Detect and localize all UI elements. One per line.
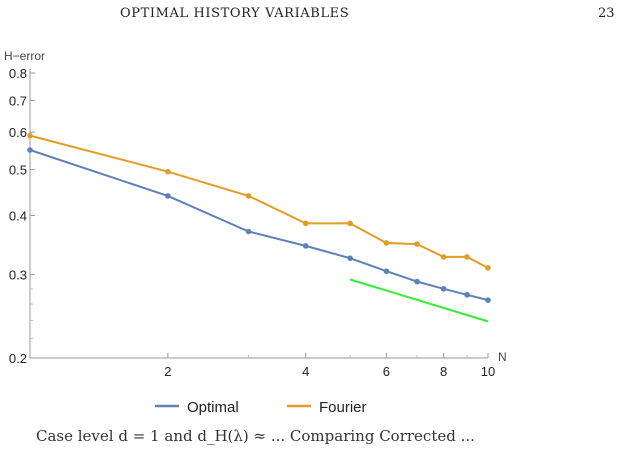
x-tick-label: 6: [383, 364, 390, 379]
data-point-optimal: [302, 243, 309, 249]
data-point-fourier: [485, 265, 491, 271]
data-point-optimal: [440, 286, 447, 292]
series-line-optimal: [29, 149, 489, 302]
data-point-fourier: [440, 254, 447, 260]
legend-label-fourier: Fourier: [319, 399, 367, 416]
data-point-optimal: [245, 228, 252, 235]
data-point-optimal: [347, 255, 353, 261]
running-head: OPTIMAL HISTORY VARIABLES 23: [0, 2, 622, 24]
data-point-fourier: [165, 168, 171, 175]
y-tick-label: 0.3: [9, 268, 27, 283]
running-title: OPTIMAL HISTORY VARIABLES: [120, 6, 350, 21]
y-tick-label: 0.8: [9, 66, 27, 81]
x-tick-label: 4: [302, 364, 309, 379]
reference-line: [349, 278, 489, 323]
data-point-fourier: [302, 220, 309, 227]
y-axis-label: H−error: [4, 49, 45, 63]
x-axis-label: N: [498, 350, 507, 364]
y-tick-label: 0.2: [9, 351, 27, 366]
chart-legend: Optimal Fourier: [155, 399, 367, 416]
figure-caption: Case level d = 1 and d_H(λ) ≈ ... Compar…: [0, 427, 622, 451]
x-tick-label: 8: [440, 364, 447, 379]
chart-series: [27, 132, 491, 303]
data-point-fourier: [245, 193, 252, 199]
y-tick-label: 0.5: [9, 163, 27, 178]
data-point-fourier: [27, 132, 33, 139]
legend-label-optimal: Optimal: [187, 399, 239, 416]
y-tick-label: 0.6: [9, 125, 27, 140]
caption-text: Case level d = 1 and d_H(λ) ≈ ... Compar…: [36, 427, 475, 445]
error-vs-n-chart: 2 4 6 8 10 0.8 0.7 0.6 0.5 0.4 0.3 0.2 H−error N Op…: [4, 49, 507, 416]
data-point-fourier: [414, 241, 420, 247]
x-tick-label: 2: [164, 364, 171, 379]
data-point-fourier: [464, 254, 470, 260]
reference-slope-line: [349, 278, 489, 323]
y-tick-label: 0.7: [9, 93, 27, 108]
x-tick-label: 10: [481, 364, 495, 379]
data-point-optimal: [165, 193, 171, 199]
data-point-optimal: [485, 297, 491, 303]
data-point-optimal: [383, 268, 390, 275]
data-point-optimal: [464, 291, 470, 298]
chart-axes: 2 4 6 8 10 0.8 0.7 0.6 0.5 0.4 0.3 0.2: [9, 66, 495, 379]
page-number: 23: [598, 6, 615, 21]
series-line-fourier: [29, 134, 489, 269]
data-point-optimal: [414, 278, 420, 285]
y-tick-label: 0.4: [9, 209, 27, 224]
data-point-optimal: [27, 147, 33, 153]
data-point-fourier: [347, 220, 353, 227]
data-point-fourier: [383, 240, 390, 246]
